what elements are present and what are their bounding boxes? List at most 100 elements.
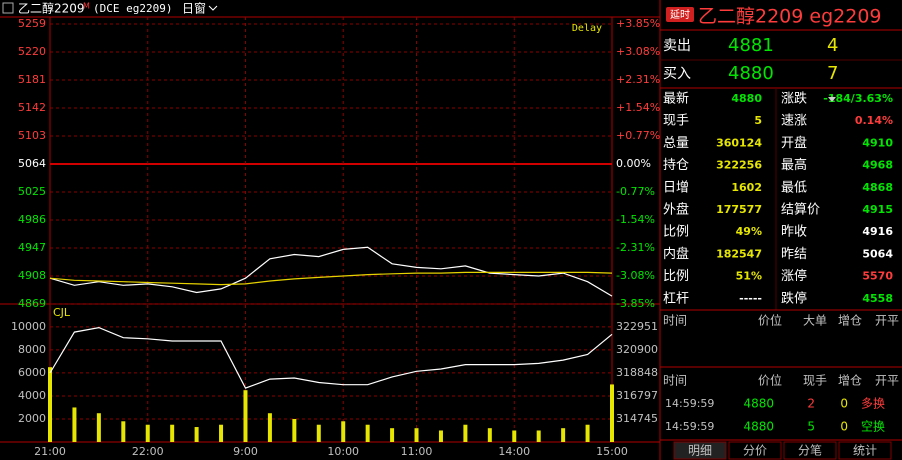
y-tick-label: 4986 [18,213,46,226]
stat-label: 最低 [781,180,807,195]
y-tick-label: 4947 [18,241,46,254]
volume-bar [390,428,395,442]
y2-tick-label: 316797 [616,389,658,402]
symbol: 乙二醇2209 [18,1,85,16]
stat-label: 涨跌 [781,91,807,107]
volume-bar [365,424,370,442]
volume-bar [72,407,77,442]
y2-tick-label: -1.54% [616,213,655,226]
stat-label: 最新 [663,91,689,107]
table-header: 增仓 [838,374,862,388]
badge: 延时 [670,9,690,21]
y2-tick-label: 314745 [616,412,658,425]
ask-label: 卖出 [663,38,691,54]
panel-label: CJL [53,306,71,319]
volume-bar [561,428,566,442]
stat-value: 322256 [716,159,762,172]
x-tick-label: 11:00 [401,445,433,458]
tab-bg[interactable] [673,441,727,460]
table-header: 时间 [663,314,687,328]
volume-bar [487,428,492,442]
stat-label: 总量 [663,136,689,151]
stat-value: 177577 [716,203,762,216]
code: (DCE eg2209) [93,2,172,15]
volume-bar [512,430,517,442]
bid-price: 4880 [728,63,774,84]
tab[interactable]: 分价 [743,444,767,458]
volume-bar [610,384,614,442]
series-line [49,271,613,286]
chevron[interactable] [208,5,218,11]
stat-value: 0.14% [855,114,893,127]
tick-cell: 2 [807,397,815,411]
tick-cell: 5 [807,420,815,434]
x-tick-label: 15:00 [596,445,628,458]
volume-bar [170,424,175,442]
tab[interactable]: 分笔 [798,443,822,458]
y-tick-label: 5025 [18,185,46,198]
stat-value: 5064 [862,247,893,260]
stat-label: 昨结 [781,247,807,262]
stat-value: 4915 [862,203,893,216]
volume-bar [463,424,468,442]
y-tick-label: 10000 [11,320,46,333]
flag: M [83,2,90,11]
y2-tick-label: +2.31% [616,73,660,86]
bid-qty: 7 [827,63,838,84]
x-tick-label: 22:00 [132,445,164,458]
stat-label: 昨收 [781,225,807,240]
tab-bg[interactable] [838,441,892,460]
window-icon[interactable] [2,2,14,14]
y-tick-label: 6000 [18,366,46,379]
y2-tick-label: -3.08% [616,269,655,282]
y2-tick-label: +3.08% [616,45,660,58]
ask-qty: 4 [827,35,838,56]
tab-bg[interactable] [783,441,837,460]
y-tick-label: 5181 [18,73,46,86]
stat-value: 4916 [862,225,893,238]
window-select[interactable]: 日窗 [182,2,206,16]
tick-cell: 多换 [861,397,885,411]
x-tick-label: 10:00 [327,445,359,458]
stat-label: 比例 [663,269,689,284]
y-tick-label: 5064 [18,157,46,170]
stat-value: 4910 [862,136,893,149]
stat-value: -184/3.63% [823,92,893,105]
x-tick-label: 9:00 [233,445,258,458]
x-tick-label: 14:00 [498,445,530,458]
tick-cell: 4880 [743,420,774,434]
stat-label: 速涨 [781,114,807,129]
y2-tick-label: +1.54% [616,101,660,114]
volume-bar [194,427,199,442]
y2-tick-label: 0.00% [616,157,651,170]
volume-bar [219,424,224,442]
stat-value: 4558 [862,292,893,305]
table-header: 开平 [875,374,899,388]
y2-tick-label: 322951 [616,320,658,333]
volume-bar [536,430,541,442]
y-tick-label: 8000 [18,343,46,356]
stat-label: 持仓 [663,158,689,173]
y-tick-label: 5259 [18,17,46,30]
y-tick-label: 4869 [18,297,46,310]
tab-bg[interactable] [728,441,782,460]
tab[interactable]: 明细 [688,444,712,458]
x-tick-label: 21:00 [34,445,66,458]
volume-bar [438,430,443,442]
stat-value: 1602 [731,181,762,194]
volume-bar [96,413,101,442]
volume-bar [145,424,150,442]
stat-value: 49% [736,225,762,238]
stat-label: 杠杆 [663,290,689,306]
stat-label: 开盘 [781,135,807,151]
y-tick-label: 4000 [18,389,46,402]
volume-bar [48,367,52,442]
stat-label: 比例 [663,225,689,240]
dropdown[interactable] [828,97,836,102]
volume-bar [585,424,590,442]
tick-cell: 14:59:59 [665,397,714,410]
tab[interactable]: 统计 [853,444,877,458]
y-tick-label: 5220 [18,45,46,58]
stat-label: 涨停 [781,268,807,284]
